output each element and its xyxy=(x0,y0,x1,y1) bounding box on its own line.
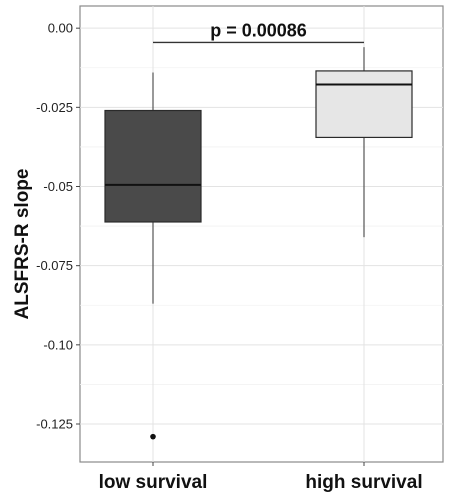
x-axis: low survival high survival xyxy=(99,462,423,493)
box-body xyxy=(315,70,413,139)
box-series xyxy=(104,47,413,440)
y-tick-label: -0.025 xyxy=(36,100,73,115)
y-tick-label: -0.10 xyxy=(43,337,73,352)
x-category-label: high survival xyxy=(305,472,422,493)
outlier-point xyxy=(150,433,156,440)
significance-annotation: p = 0.00086 xyxy=(153,20,364,44)
y-axis: 0.00 -0.025 -0.05 -0.075 -0.10 -0.125 xyxy=(36,21,80,432)
y-tick-label: -0.075 xyxy=(36,258,73,273)
y-tick-label: -0.05 xyxy=(43,179,73,194)
y-axis-title: ALSFRS-R slope xyxy=(12,169,33,320)
y-tick-label: -0.125 xyxy=(36,417,73,432)
box-low-survival xyxy=(104,72,202,440)
y-tick-label: 0.00 xyxy=(48,21,73,36)
box-body xyxy=(104,109,202,223)
box-high-survival xyxy=(315,47,413,238)
p-value-label: p = 0.00086 xyxy=(210,20,307,40)
x-category-label: low survival xyxy=(99,472,208,493)
